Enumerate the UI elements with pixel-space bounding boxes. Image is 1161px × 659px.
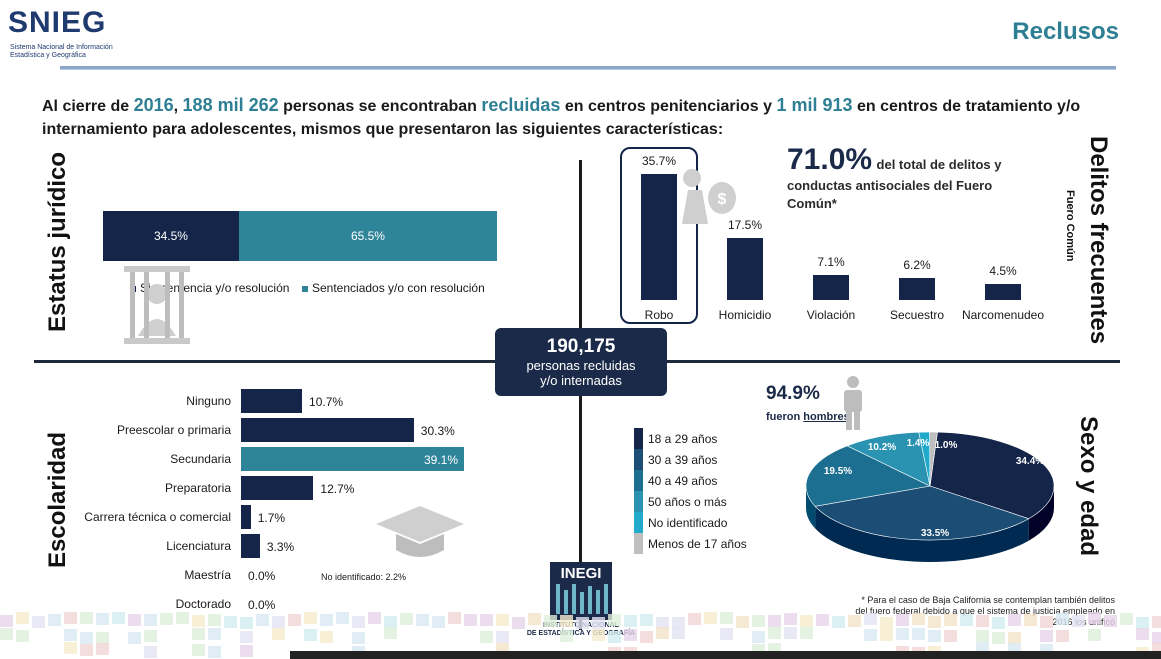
- inegi-mark: INEGI: [550, 562, 612, 620]
- total-number: 190,175: [546, 336, 616, 357]
- total-persons-box: 190,175 personas recluidas y/o internada…: [495, 328, 667, 396]
- pie-slice: [805, 445, 931, 507]
- pie-slice-side: [1028, 486, 1054, 541]
- section-subtitle-crimes: Fuero Común: [1064, 190, 1076, 262]
- logo-subtitle: Sistema Nacional de Información Estadíst…: [10, 44, 113, 59]
- legend-swatch: [302, 285, 308, 292]
- pie-slice: [814, 485, 1030, 541]
- schooling-value-label: 10.7%: [309, 395, 344, 409]
- crime-value-label: 4.5%: [989, 264, 1017, 279]
- crime-category-label: Violación: [806, 308, 856, 322]
- crime-bar: [899, 278, 935, 300]
- pie-value-label: 33.5%: [921, 528, 949, 539]
- crime-category-label: Narcomenudeo: [961, 308, 1045, 322]
- prisoner-icon: [124, 266, 190, 344]
- title-rule: [60, 66, 1116, 69]
- schooling-bar: [241, 476, 314, 500]
- men-caption: fueron hombres: [766, 411, 850, 423]
- age-legend-label: 18 a 29 años: [648, 432, 718, 446]
- pie-value-label: 10.2%: [868, 442, 896, 453]
- age-legend-swatch: [634, 491, 643, 512]
- age-legend-label: No identificado: [648, 516, 728, 530]
- legal-status-bar: 34.5% 65.5%: [103, 211, 497, 261]
- page-title: Reclusos: [1012, 18, 1119, 45]
- schooling-category-label: Secundaria: [170, 452, 231, 466]
- robo-highlight-box: [620, 147, 698, 324]
- schooling-category-label: Preescolar o primaria: [116, 423, 231, 437]
- crimes-highlight-pct: 71.0%: [787, 143, 873, 176]
- crime-bar: [727, 238, 763, 300]
- pie-slice-side: [815, 506, 1029, 562]
- pie-value-label: 1.0%: [935, 440, 958, 451]
- section-title-sexage: Sexo y edad: [1075, 416, 1102, 557]
- age-legend-swatch: [634, 533, 643, 554]
- crime-category-label: Homicidio: [718, 308, 772, 322]
- graduation-cap-icon: [376, 506, 464, 557]
- pie-value-label: 1.4%: [907, 438, 930, 449]
- pie-slice: [929, 431, 1055, 520]
- schooling-value-label: 1.7%: [257, 511, 286, 525]
- segment-without-sentence: 34.5%: [103, 211, 239, 261]
- pie-slice: [929, 431, 938, 487]
- age-legend-label: 50 años o más: [648, 495, 727, 509]
- schooling-value-label: 3.3%: [266, 540, 295, 554]
- age-legend-swatch: [634, 449, 643, 470]
- pie-value-label: 34.4%: [1016, 456, 1044, 467]
- age-legend-label: Menos de 17 años: [648, 537, 747, 551]
- schooling-value-label: 0.0%: [248, 598, 276, 612]
- age-legend-swatch: [634, 470, 643, 491]
- age-legend-swatch: [634, 428, 643, 449]
- crime-category-label: Secuestro: [889, 308, 945, 322]
- schooling-note: No identificado: 2.2%: [321, 572, 407, 582]
- section-title-crimes: Delitos frecuentes: [1085, 136, 1112, 345]
- schooling-bar: [241, 447, 464, 471]
- schooling-bar: [241, 389, 303, 413]
- crimes-highlight: 71.0% del total de delitos y conductas a…: [787, 143, 1002, 211]
- svg-text:$: $: [718, 191, 727, 208]
- schooling-category-label: Carrera técnica o comercial: [84, 510, 231, 524]
- logo-text: SNIEG: [8, 6, 107, 39]
- men-percentage: 94.9%: [766, 383, 820, 404]
- legend-sentenced: Sentenciados y/o con resolución: [302, 281, 485, 295]
- schooling-bar: [241, 534, 260, 558]
- intro-paragraph: Al cierre de 2016, 188 mil 262 personas …: [42, 95, 1081, 138]
- schooling-category-label: Ninguno: [186, 394, 231, 408]
- thief-icon: $: [682, 169, 736, 224]
- crime-value-label: 7.1%: [817, 254, 845, 269]
- bottom-decoration: [0, 612, 1161, 659]
- schooling-category-label: Licenciatura: [166, 539, 231, 553]
- age-legend-label: 30 a 39 años: [648, 453, 718, 467]
- schooling-category-label: Preparatoria: [164, 481, 231, 495]
- schooling-bar: [241, 418, 414, 442]
- title-rule-thin: [60, 69, 1116, 70]
- crime-category-label: Robo: [644, 308, 674, 322]
- age-legend-swatch: [634, 512, 643, 533]
- crime-bar: [985, 284, 1021, 300]
- section-title-legal: Estatus jurídico: [44, 151, 71, 332]
- schooling-value-label: 0.0%: [248, 569, 276, 583]
- schooling-bar: [241, 505, 251, 529]
- schooling-category-label: Doctorado: [175, 597, 231, 611]
- schooling-value-label: 39.1%: [424, 453, 459, 467]
- schooling-value-label: 12.7%: [320, 482, 355, 496]
- age-legend-label: 40 a 49 años: [648, 474, 718, 488]
- svg-text:INEGI: INEGI: [561, 565, 602, 582]
- pie-slice: [846, 431, 931, 487]
- schooling-value-label: 30.3%: [420, 424, 455, 438]
- segment-sentenced: 65.5%: [238, 211, 497, 261]
- crime-bar: [641, 174, 677, 300]
- man-icon: [844, 376, 862, 430]
- crime-bar: [813, 274, 849, 300]
- crime-value-label: 17.5%: [727, 218, 763, 233]
- snieg-logo: SNIEG Sistema Nacional de Información Es…: [8, 6, 128, 62]
- age-pie-chart: 34.4% 33.5% 19.5% 10.2% 1.4% 1.0%: [805, 431, 1055, 562]
- crime-value-label: 6.2%: [903, 258, 931, 273]
- crime-value-label: 35.7%: [641, 154, 677, 168]
- pie-value-label: 19.5%: [824, 466, 852, 477]
- schooling-category-label: Maestría: [184, 568, 231, 582]
